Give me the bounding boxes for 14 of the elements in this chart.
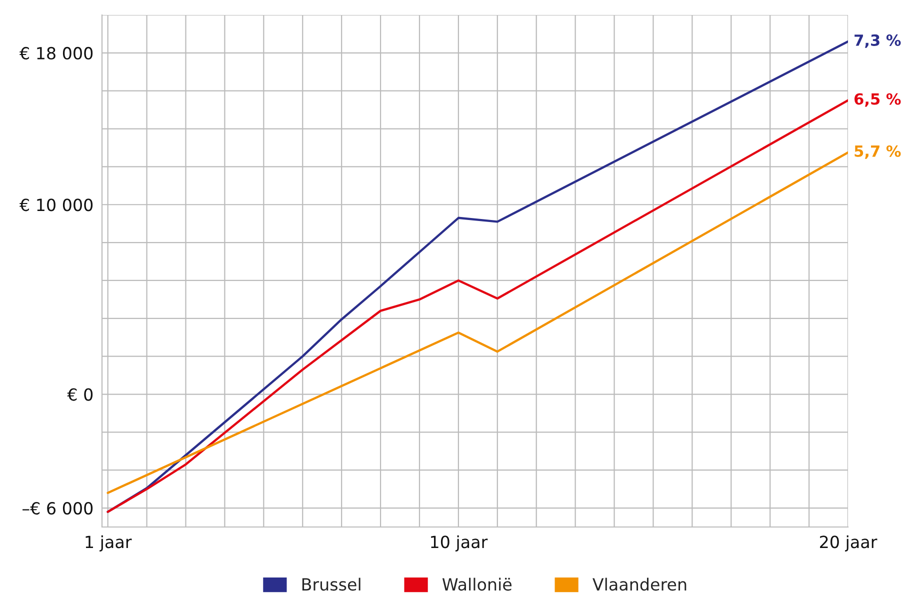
y-tick-label: –€ 6 000 [22,502,93,515]
y-tick-label: € 0 [67,388,93,401]
legend-label: Vlaanderen [592,578,686,591]
x-tick-label: 10 jaar [431,535,488,552]
legend-label: Wallonië [442,578,512,591]
x-tick-label: 20 jaar [820,535,878,552]
text: 6,5 % [854,93,901,107]
text: 5,7 % [854,145,901,159]
line-series [106,151,848,494]
x-tick-label: 1 jaar [86,535,132,552]
legend-label: Brussel [302,578,360,591]
text: 7,3 % [854,34,901,48]
y-tick-label: € 18 000 [19,46,93,60]
y-tick-label: € 10 000 [19,198,93,212]
